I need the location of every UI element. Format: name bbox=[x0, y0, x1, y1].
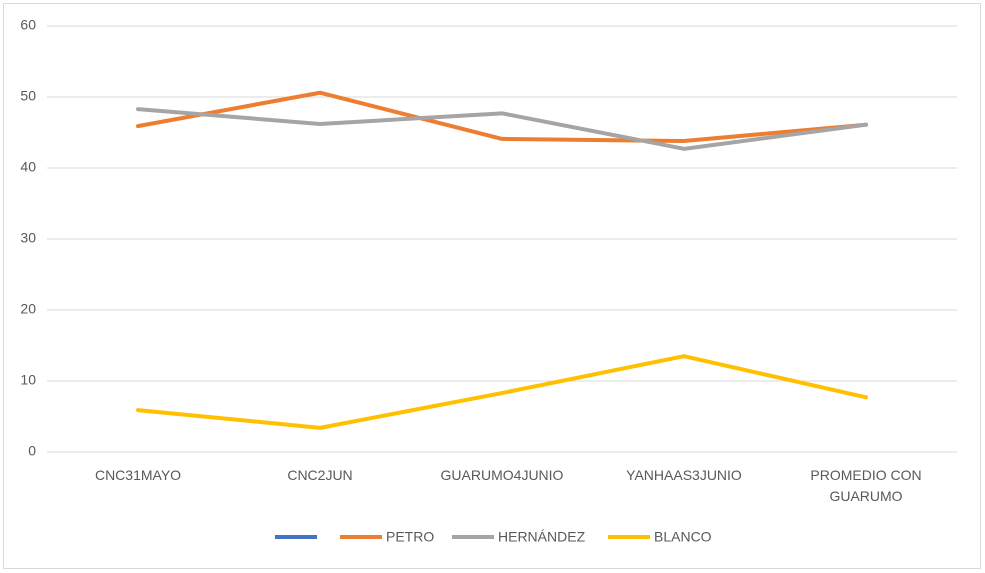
y-tick-label: 0 bbox=[28, 443, 36, 459]
x-tick-label: CNC2JUN bbox=[287, 467, 353, 483]
legend-label: HERNÁNDEZ bbox=[498, 529, 586, 545]
x-tick-label: YANHAAS3JUNIO bbox=[626, 467, 742, 483]
series-line bbox=[136, 90, 868, 144]
y-tick-label: 50 bbox=[20, 88, 36, 104]
y-tick-label: 40 bbox=[20, 159, 36, 175]
x-tick-label: GUARUMO4JUNIO bbox=[440, 467, 564, 483]
series-line bbox=[136, 107, 868, 151]
y-tick-label: 60 bbox=[20, 17, 36, 33]
y-tick-label: 30 bbox=[20, 230, 36, 246]
legend-label: BLANCO bbox=[654, 529, 712, 545]
x-tick-label: CNC31MAYO bbox=[94, 467, 182, 483]
x-tick-label: PROMEDIO CON GUARUMO bbox=[810, 467, 922, 504]
chart-border bbox=[3, 3, 981, 569]
legend-label: PETRO bbox=[386, 529, 434, 545]
y-tick-label: 10 bbox=[20, 372, 36, 388]
y-tick-label: 20 bbox=[20, 301, 36, 317]
series-line bbox=[136, 354, 868, 430]
